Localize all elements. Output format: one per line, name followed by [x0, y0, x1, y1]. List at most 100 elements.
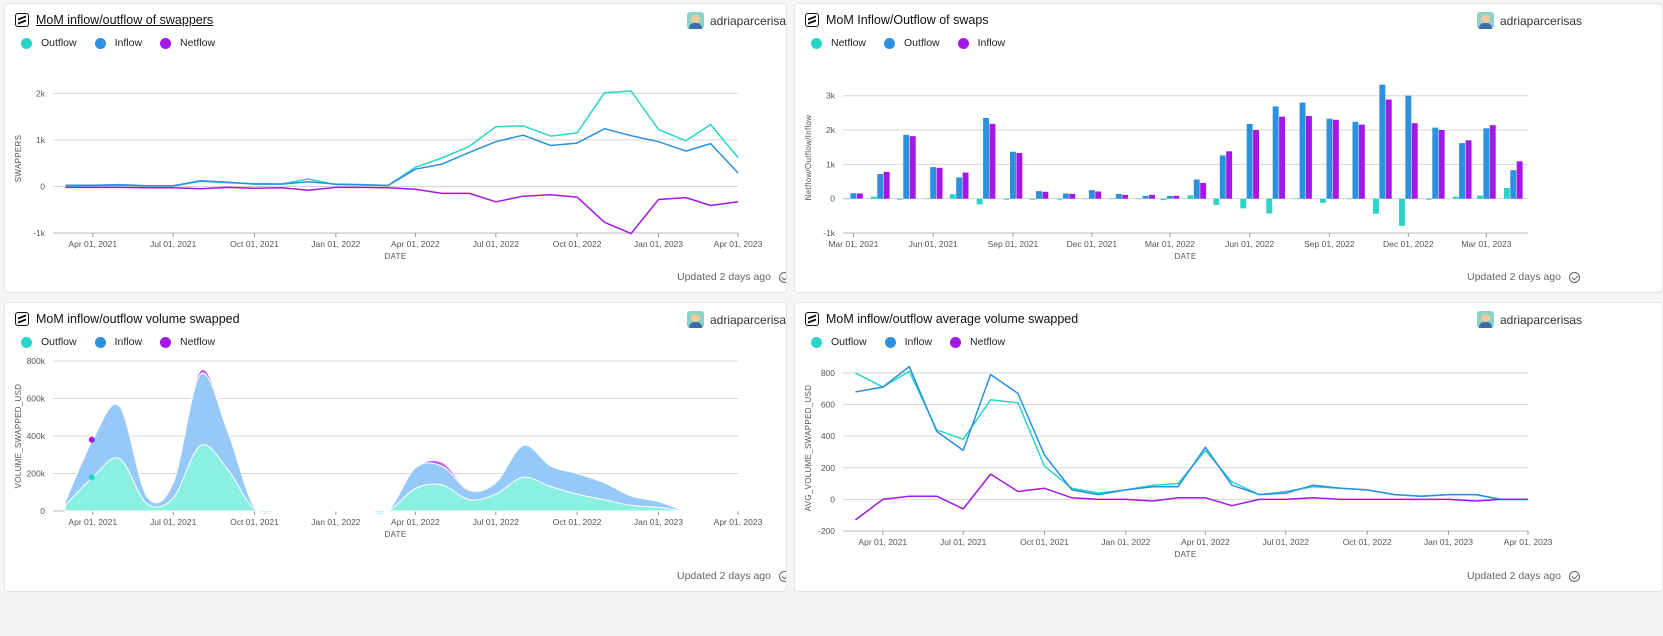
- card-title[interactable]: MoM Inflow/Outflow of swaps: [826, 13, 989, 27]
- bar-netflow: [1346, 198, 1352, 200]
- x-tick-label: Mar 01, 2022: [1145, 239, 1195, 249]
- y-tick-label: 400k: [27, 431, 46, 441]
- card-title[interactable]: MoM inflow/outflow volume swapped: [36, 312, 240, 326]
- bar-chart-swaps[interactable]: -1k 0 1k 2k 3k Mar 01, 2021 Jun 01, 2021 Sep 01…: [795, 4, 1663, 293]
- series-line-netflow: [65, 186, 739, 235]
- y-tick-label: -200: [818, 526, 835, 536]
- bar-outflow: [1062, 193, 1069, 199]
- bar-outflow: [1036, 191, 1042, 199]
- author-name: adriaparcerisas: [1500, 13, 1583, 28]
- x-tick-label: Jan 01, 2022: [1101, 537, 1150, 547]
- legend-item-inflow[interactable]: Inflow: [94, 336, 142, 348]
- bar-outflow: [1483, 128, 1490, 199]
- avatar: [687, 311, 704, 328]
- x-tick-label: Jan 01, 2022: [311, 517, 360, 527]
- updated-status: Updated 2 days ago: [677, 271, 786, 283]
- y-axis-label: VOLUME_SWAPPED_USD: [14, 384, 23, 489]
- line-chart-swappers[interactable]: -1k 0 1k 2k Apr 01, 2021 Jul 01, 2021 Oct 01, …: [5, 4, 787, 293]
- bar-inflow: [1385, 99, 1392, 199]
- avatar: [1477, 12, 1494, 29]
- series-line-outflow: [65, 90, 739, 187]
- author-name: adriaparcerisas: [710, 312, 787, 327]
- bar-inflow: [1122, 194, 1129, 199]
- line-chart-avg-volume[interactable]: -200 0 200 400 600 800 Apr 01, 2021 Jul 01, 202…: [795, 303, 1663, 592]
- bar-netflow: [1003, 198, 1010, 200]
- bar-outflow: [930, 167, 937, 199]
- x-tick-label: Oct 01, 2022: [553, 517, 602, 527]
- bar-outflow: [1142, 195, 1149, 199]
- bar-inflow: [1226, 151, 1233, 199]
- bar-inflow: [909, 136, 916, 199]
- y-axis-label: SWAPPERS: [14, 135, 23, 182]
- x-tick-label: Jul 01, 2021: [940, 537, 987, 547]
- legend-item-outflow[interactable]: Outflow: [21, 336, 77, 348]
- legend-item-netflow[interactable]: Netflow: [160, 336, 215, 348]
- legend: Netflow Outflow Inflow: [811, 37, 1005, 49]
- x-tick-label: Jan 01, 2023: [634, 239, 683, 249]
- x-tick-label: Jul 01, 2021: [150, 239, 197, 249]
- y-tick-label: 2k: [36, 88, 46, 98]
- bar-inflow: [1149, 194, 1155, 199]
- legend: Outflow Inflow Netflow: [21, 37, 215, 49]
- x-tick-label: Apr 01, 2023: [1504, 537, 1553, 547]
- x-tick-label: Sep 01, 2022: [1304, 239, 1355, 249]
- author[interactable]: adriaparcerisas: [1477, 311, 1582, 328]
- x-tick-label: Apr 01, 2021: [68, 517, 117, 527]
- legend-item-inflow[interactable]: Inflow: [957, 37, 1005, 49]
- y-tick-label: 400: [821, 431, 835, 441]
- author[interactable]: adriaparcerisas: [1477, 12, 1582, 29]
- y-tick-label: 1k: [36, 135, 46, 145]
- bar-outflow: [983, 118, 989, 199]
- legend-item-inflow[interactable]: Inflow: [94, 37, 142, 49]
- bar-outflow: [1379, 84, 1386, 199]
- legend-item-netflow[interactable]: Netflow: [811, 37, 866, 49]
- bar-inflow: [1200, 182, 1207, 199]
- y-axis-label: AVG_VOLUME_SWAPPED_USD: [804, 385, 813, 512]
- card-title[interactable]: MoM inflow/outflow average volume swappe…: [826, 312, 1079, 326]
- x-axis-label: DATE: [385, 530, 407, 539]
- bar-inflow: [1279, 116, 1285, 199]
- bar-inflow: [1253, 130, 1259, 199]
- x-tick-label: Dec 01, 2022: [1383, 239, 1434, 249]
- x-axis-label: DATE: [1175, 252, 1197, 261]
- bar-inflow: [1306, 116, 1312, 199]
- series-line-inflow: [855, 365, 1528, 501]
- card-title[interactable]: MoM inflow/outflow of swappers: [36, 13, 214, 27]
- bar-netflow: [923, 198, 930, 200]
- area-outflow: [64, 444, 738, 514]
- x-tick-label: Jan 01, 2023: [634, 517, 683, 527]
- bar-inflow: [962, 172, 969, 199]
- bar-netflow: [1293, 198, 1300, 200]
- legend-item-netflow[interactable]: Netflow: [160, 37, 215, 49]
- bar-inflow: [989, 123, 996, 199]
- x-tick-label: Jan 01, 2023: [1424, 537, 1473, 547]
- y-tick-label: 600: [821, 400, 835, 410]
- check-circle-icon: [1569, 570, 1580, 582]
- bar-inflow: [1042, 191, 1049, 199]
- bar-inflow: [1173, 195, 1180, 199]
- legend-item-netflow[interactable]: Netflow: [950, 336, 1005, 348]
- area-chart-volume[interactable]: 0 200k 400k 600k 800k Apr 01, 2021 Jul 01, 202…: [5, 303, 787, 592]
- legend-item-outflow[interactable]: Outflow: [811, 336, 867, 348]
- y-tick-label: -1k: [33, 228, 46, 238]
- bar-inflow: [1069, 193, 1076, 199]
- bar-inflow: [1095, 191, 1102, 199]
- x-tick-label: Apr 01, 2022: [1181, 537, 1230, 547]
- y-tick-label: 3k: [826, 91, 836, 101]
- bar-outflow: [850, 193, 857, 199]
- author[interactable]: adriaparcerisas: [687, 311, 787, 328]
- legend-item-outflow[interactable]: Outflow: [884, 37, 940, 49]
- bar-inflow: [1411, 123, 1418, 199]
- author[interactable]: adriaparcerisas: [687, 12, 786, 29]
- bar-outflow: [1405, 95, 1412, 199]
- bar-inflow: [1465, 140, 1472, 199]
- bar-netflow: [1240, 198, 1247, 209]
- bar-outflow: [1088, 190, 1095, 199]
- legend-item-outflow[interactable]: Outflow: [21, 37, 77, 49]
- x-tick-label: Apr 01, 2023: [714, 517, 763, 527]
- bar-netflow: [1266, 198, 1273, 214]
- legend-item-inflow[interactable]: Inflow: [884, 336, 932, 348]
- bar-netflow: [949, 194, 956, 199]
- chart-card-swappers: MoM inflow/outflow of swappers adriaparc…: [4, 3, 787, 293]
- x-tick-label: Apr 01, 2022: [391, 239, 440, 249]
